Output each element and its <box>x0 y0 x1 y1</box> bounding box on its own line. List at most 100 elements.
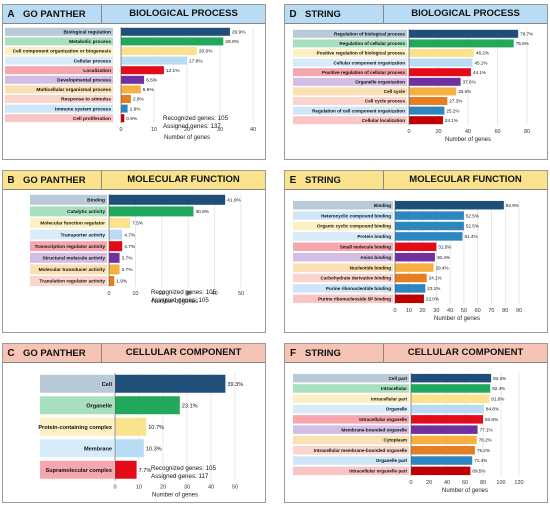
category-label: Molecular function regulator <box>40 221 105 227</box>
panel-header: C GO PANTHER CELLULAR COMPONENT <box>3 344 265 363</box>
category-label-box <box>293 97 407 105</box>
data-label: 75.2% <box>477 448 490 453</box>
category-label: Cell proliferation <box>73 116 111 122</box>
category-label-box <box>30 206 107 217</box>
x-tick-label: 40 <box>208 485 214 491</box>
data-label: 27.3% <box>449 99 462 104</box>
data-label: 23.1% <box>427 286 440 291</box>
category-label-box <box>5 104 113 113</box>
category-label: Intracellular organelle <box>359 417 407 422</box>
x-tick-label: 50 <box>238 291 244 297</box>
bar <box>409 116 443 125</box>
category-label: Transporter activity <box>60 232 105 238</box>
x-tick-label: 20 <box>159 291 165 297</box>
x-tick-label: 60 <box>494 129 500 135</box>
category-label: Metabolic process <box>69 39 111 45</box>
category-label-box <box>5 114 113 123</box>
bar <box>395 221 464 231</box>
bar <box>409 87 457 96</box>
panel-e: E STRING MOLECULAR FUNCTION 0 10 20 30 40 50 6… <box>284 170 548 333</box>
category-label: Binding <box>87 198 105 204</box>
data-label: 69.5% <box>472 469 485 474</box>
gene-count-note: Recognized genes: 105 <box>163 115 229 122</box>
category-label-box <box>293 116 407 125</box>
category-label-box <box>293 456 409 465</box>
x-tick-label: 50 <box>232 485 238 491</box>
panel-source: GO PANTHER <box>23 347 86 359</box>
category-label-box <box>293 58 407 67</box>
category-label: Structural molecule activity <box>42 256 105 262</box>
category-label-box <box>293 263 393 272</box>
data-label: 12.1% <box>166 68 180 74</box>
category-label-box <box>30 252 107 263</box>
data-label: 17.8% <box>189 58 203 64</box>
category-label-box <box>293 49 407 57</box>
bar <box>409 49 474 57</box>
category-label-box <box>30 194 107 205</box>
category-label: Intracellular organelle part <box>349 469 407 474</box>
category-label-box <box>293 200 393 210</box>
category-label: Biological regulation <box>64 30 112 36</box>
bar-chart-b: 0 10 20 30 40 50 Binding 41.9% Catalytic activit… <box>30 194 244 305</box>
x-tick-label: 0 <box>407 129 410 135</box>
panel-source: STRING <box>305 8 341 20</box>
panel-source: GO PANTHER <box>23 8 86 20</box>
category-label-box <box>293 394 409 403</box>
category-label-box <box>5 47 113 55</box>
data-label: 75.6% <box>516 41 529 46</box>
bar-chart-e: 0 10 20 30 40 50 60 70 80 90 Binding 82.9% Heterocyc… <box>293 200 522 322</box>
x-tick-label: 100 <box>496 480 505 486</box>
category-label-box <box>293 221 393 231</box>
data-label: 1.9% <box>116 279 128 285</box>
data-label: 25.2% <box>446 108 459 113</box>
x-tick-label: 40 <box>444 480 450 486</box>
panel-letter: C <box>7 347 15 359</box>
x-tick-label: 10 <box>151 127 157 133</box>
category-label: Membrane-bounded organelle <box>341 427 407 432</box>
data-label: 52.5% <box>466 224 479 229</box>
data-label: 4.7% <box>124 244 136 250</box>
data-label: 5.6% <box>143 87 155 93</box>
data-label: 20.6% <box>199 49 213 55</box>
category-label-box <box>293 77 407 86</box>
category-label-box <box>40 396 114 415</box>
data-label: 3.7% <box>122 256 134 262</box>
category-label: Organic cyclic compound binding <box>317 224 391 229</box>
bar <box>115 374 226 393</box>
bar <box>109 264 120 275</box>
category-label: Cell cycle process <box>365 99 406 104</box>
bar <box>409 106 445 115</box>
x-axis-label: Number of genes <box>442 488 488 494</box>
bar <box>115 396 180 415</box>
panel-header: A GO PANTHER BIOLOGICAL PROCESS <box>3 5 265 24</box>
category-label: Developmental process <box>57 78 111 84</box>
bar <box>395 232 463 241</box>
x-axis-label: Number of genes <box>152 299 198 305</box>
category-label-box <box>293 415 409 424</box>
category-label: Purine ribonucleoside 5P binding <box>318 296 391 301</box>
category-label-box <box>30 264 107 275</box>
category-label-box <box>293 242 393 252</box>
panel-category: BIOLOGICAL PROCESS <box>101 5 265 23</box>
category-label: Transcription regulator activity <box>35 244 106 250</box>
x-tick-label: 20 <box>184 127 190 133</box>
bar <box>121 66 164 75</box>
x-tick-label: 80 <box>502 308 508 314</box>
bar <box>409 97 448 105</box>
x-tick-label: 70 <box>488 308 494 314</box>
category-label: Cellular localization <box>362 118 405 123</box>
category-label-box <box>293 284 393 293</box>
gene-count-note: Recognized genes: 105 <box>151 289 217 296</box>
bar <box>395 252 435 262</box>
x-tick-label: 0 <box>113 485 116 491</box>
panel-letter: B <box>7 174 15 186</box>
category-label: Intracellular part <box>371 396 407 401</box>
panel-category: CELLULAR COMPONENT <box>383 344 547 362</box>
panel-category: MOLECULAR FUNCTION <box>383 171 547 189</box>
category-label: Protein-containing complex <box>38 425 113 431</box>
category-label-box <box>30 276 107 286</box>
x-tick-label: 40 <box>465 129 471 135</box>
data-label: 28.0% <box>225 39 239 45</box>
data-label: 29.9% <box>232 30 246 36</box>
category-label: Regulation of biological process <box>334 31 405 36</box>
